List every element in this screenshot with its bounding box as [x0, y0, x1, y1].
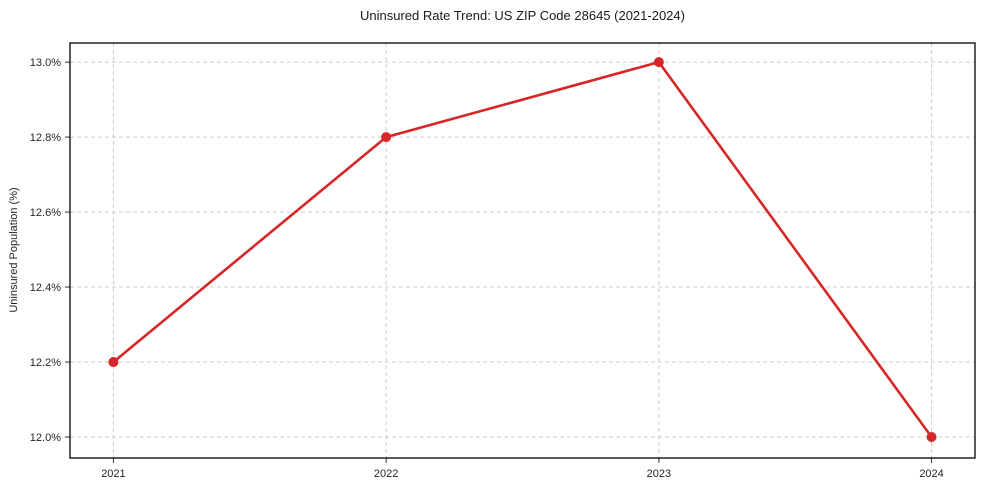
y-tick-label: 12.0% [30, 432, 61, 444]
y-tick-label: 12.6% [30, 207, 61, 219]
trend-line [112, 60, 933, 439]
data-point-2022 [381, 132, 392, 143]
x-tick-label: 2023 [647, 468, 671, 480]
y-tick-label: 12.2% [30, 357, 61, 369]
y-tick-label: 12.4% [30, 282, 61, 294]
chart-title: Uninsured Rate Trend: US ZIP Code 28645 … [360, 8, 685, 23]
y-axis-label: Uninsured Population (%) [8, 187, 20, 313]
x-tick-label: 2022 [374, 468, 398, 480]
x-tick-label: 2024 [919, 468, 943, 480]
data-point-2023 [653, 57, 664, 68]
y-tick-label: 13.0% [30, 57, 61, 69]
plot-border [69, 42, 976, 459]
data-point-2021 [108, 357, 119, 368]
data-point-2024 [926, 432, 937, 443]
x-tick-label: 2021 [101, 468, 125, 480]
y-tick-label: 12.8% [30, 132, 61, 144]
